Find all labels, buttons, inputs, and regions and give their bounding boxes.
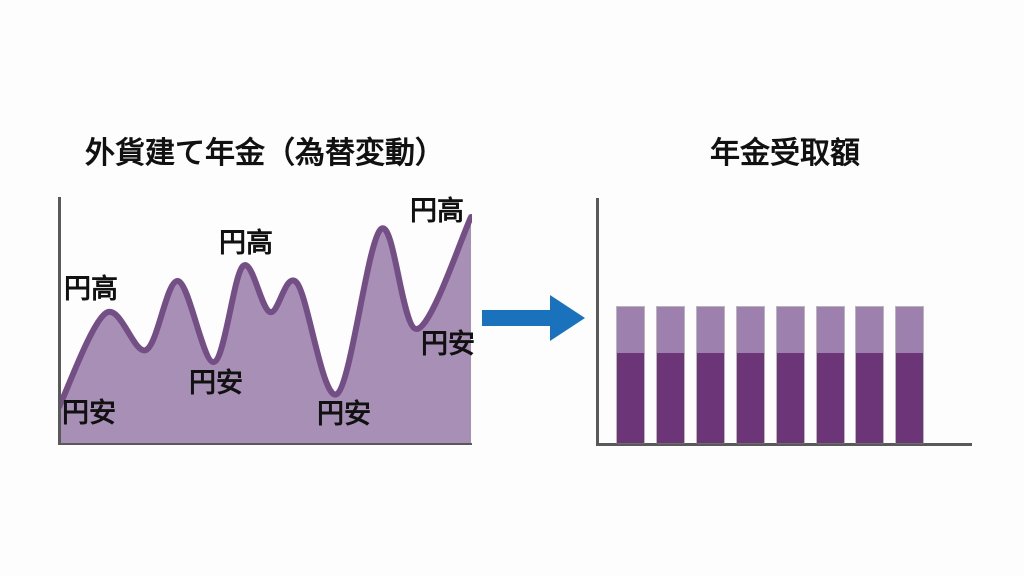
x-axis: [596, 443, 972, 446]
bar-segment-dark: [777, 353, 804, 443]
bar-segment-dark: [697, 353, 724, 443]
bar-segment-dark: [617, 353, 644, 443]
bar-segment-light: [817, 307, 844, 353]
bar-segment-dark: [817, 353, 844, 443]
bar-segment-light: [657, 307, 684, 353]
bar-segment-light: [737, 307, 764, 353]
bar-segment-light: [856, 307, 883, 353]
pension-bar: [776, 306, 805, 444]
pension-bar: [656, 306, 685, 444]
right-chart-title: 年金受取額: [710, 137, 860, 170]
yen-high-label: 円高: [410, 196, 464, 226]
bar-segment-light: [617, 307, 644, 353]
yen-low-label: 円安: [189, 368, 243, 398]
pension-bar: [895, 306, 924, 444]
yen-low-label: 円安: [62, 398, 116, 428]
pension-bar: [855, 306, 884, 444]
wave-curve-svg: [58, 197, 472, 445]
y-axis: [596, 198, 599, 446]
bar-segment-dark: [737, 353, 764, 443]
yen-low-label: 円安: [317, 399, 371, 429]
yen-low-label: 円安: [421, 329, 475, 359]
left-chart-title: 外貨建て年金（為替変動）: [85, 137, 445, 170]
pension-bar: [696, 306, 725, 444]
bar-segment-dark: [896, 353, 923, 443]
bar-segment-light: [777, 307, 804, 353]
bar-segment-light: [697, 307, 724, 353]
flow-arrow-icon: [482, 294, 586, 342]
pension-bar: [736, 306, 765, 444]
bar-segment-light: [896, 307, 923, 353]
pension-bar: [616, 306, 645, 444]
pension-bar-chart: [596, 198, 974, 448]
wave-curve-stroke: [58, 214, 472, 410]
yen-high-label: 円高: [219, 228, 273, 258]
yen-high-label: 円高: [64, 274, 118, 304]
exchange-rate-wave-chart: 円高 円安 円安 円高 円安 円高 円安: [58, 196, 475, 445]
pension-bar: [816, 306, 845, 444]
bar-segment-dark: [657, 353, 684, 443]
bar-segment-dark: [856, 353, 883, 443]
